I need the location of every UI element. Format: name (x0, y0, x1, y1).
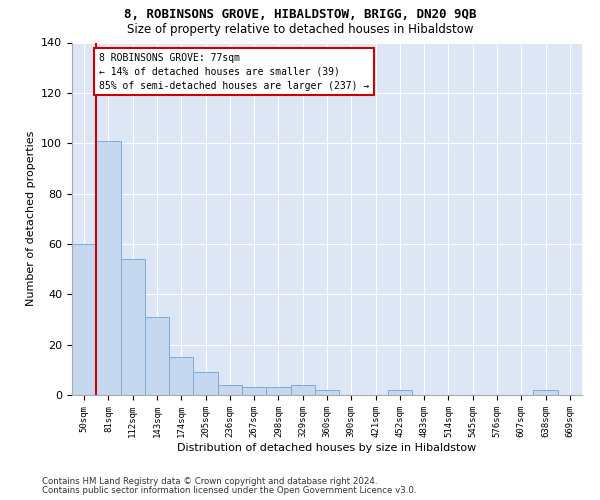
Text: 8, ROBINSONS GROVE, HIBALDSTOW, BRIGG, DN20 9QB: 8, ROBINSONS GROVE, HIBALDSTOW, BRIGG, D… (124, 8, 476, 20)
X-axis label: Distribution of detached houses by size in Hibaldstow: Distribution of detached houses by size … (178, 442, 476, 452)
Bar (72, 244, 96, 395)
Bar (242, 388, 266, 395)
Y-axis label: Number of detached properties: Number of detached properties (26, 131, 35, 306)
Text: 8 ROBINSONS GROVE: 77sqm
← 14% of detached houses are smaller (39)
85% of semi-d: 8 ROBINSONS GROVE: 77sqm ← 14% of detach… (99, 52, 369, 90)
Bar (266, 388, 290, 395)
Bar (169, 357, 193, 395)
Bar (193, 372, 218, 395)
Bar (145, 317, 169, 395)
Text: Contains HM Land Registry data © Crown copyright and database right 2024.: Contains HM Land Registry data © Crown c… (42, 477, 377, 486)
Bar (533, 390, 558, 395)
Bar (315, 390, 339, 395)
Bar (96, 140, 121, 395)
Bar (218, 385, 242, 395)
Bar (121, 259, 145, 395)
Text: Size of property relative to detached houses in Hibaldstow: Size of property relative to detached ho… (127, 22, 473, 36)
Bar (388, 390, 412, 395)
Bar (290, 385, 315, 395)
Text: Contains public sector information licensed under the Open Government Licence v3: Contains public sector information licen… (42, 486, 416, 495)
